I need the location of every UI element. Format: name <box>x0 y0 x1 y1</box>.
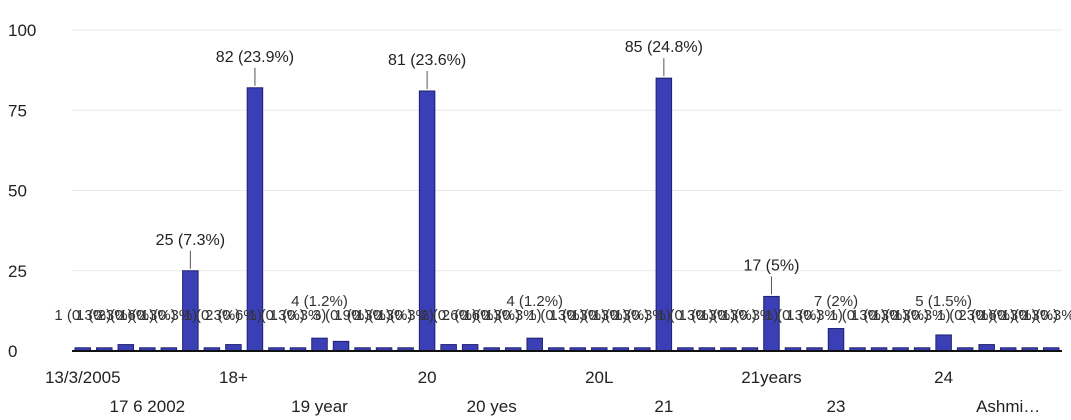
data-label: 2 (0.6%) <box>97 307 154 324</box>
data-label: 1 (0.3%) <box>592 307 649 324</box>
bar <box>526 337 543 352</box>
x-tick-label: 18+ <box>219 368 248 387</box>
data-label: 2 (0.6%) <box>420 307 477 324</box>
data-label: 1 (0.3%) <box>679 307 736 324</box>
data-label: 82 (23.9%) <box>216 49 294 66</box>
y-tick-label: 75 <box>8 101 27 120</box>
data-label: 2 (0.6%) <box>205 307 262 324</box>
data-label: 1 (0.3%) <box>851 307 908 324</box>
data-label: 1 (0.3%) <box>786 307 843 324</box>
data-label: 4 (1.2%) <box>506 293 563 310</box>
data-label: 1 (0.3%) <box>334 307 391 324</box>
data-label: 1 (0.3%) <box>657 307 714 324</box>
data-label: 1 (0.3%) <box>700 307 757 324</box>
data-label: 1 (0.3%) <box>1001 307 1058 324</box>
data-label: 1 (0.3%) <box>356 307 413 324</box>
bar <box>935 334 952 352</box>
data-label: 81 (23.6%) <box>388 52 466 69</box>
x-tick-label: 20L <box>585 368 613 387</box>
data-label: 1 (0.3%) <box>937 307 994 324</box>
data-label: 1 (0.3%) <box>248 307 305 324</box>
x-tick-label: 13/3/2005 <box>45 368 121 387</box>
data-label: 1 (0.3%) <box>894 307 951 324</box>
x-tick-label: Ashmi… <box>976 397 1040 416</box>
data-labels: 1 (0.3%)1 (0.3%)2 (0.6%)1 (0.3%)1 (0.3%)… <box>54 39 1071 324</box>
x-tick-label: 19 year <box>291 397 348 416</box>
data-label: 5 (1.5%) <box>915 293 972 310</box>
data-label: 1 (0.3%) <box>140 307 197 324</box>
data-label: 85 (24.8%) <box>625 39 703 56</box>
x-tick-label: 21 <box>654 397 673 416</box>
y-tick-label: 100 <box>8 21 36 40</box>
data-label: 1 (0.3%) <box>54 307 111 324</box>
data-label: 1 (0.3%) <box>377 307 434 324</box>
x-tick-label: 23 <box>827 397 846 416</box>
x-tick-label: 17 6 2002 <box>110 397 186 416</box>
data-label: 1 (0.3%) <box>614 307 671 324</box>
data-label: 1 (0.3%) <box>184 307 241 324</box>
x-tick-label: 21years <box>741 368 801 387</box>
data-label: 25 (7.3%) <box>156 232 225 249</box>
data-label: 1 (0.3%) <box>549 307 606 324</box>
data-label: 1 (0.3%) <box>765 307 822 324</box>
x-tick-label: 20 <box>418 368 437 387</box>
y-tick-label: 0 <box>8 342 17 361</box>
bars <box>74 77 1060 352</box>
data-label: 1 (0.3%) <box>528 307 585 324</box>
x-tick-label: 24 <box>934 368 953 387</box>
data-label: 4 (1.2%) <box>291 293 348 310</box>
data-label: 2 (0.6%) <box>958 307 1015 324</box>
grid-lines <box>72 29 1062 272</box>
bar <box>827 328 845 352</box>
data-label: 1 (0.3%) <box>829 307 886 324</box>
data-label: 1 (0.3%) <box>485 307 542 324</box>
bar <box>332 340 350 352</box>
bar <box>311 337 328 352</box>
data-label: 1 (0.3%) <box>980 307 1037 324</box>
data-label: 1 (0.3%) <box>119 307 176 324</box>
data-label: 2 (0.6%) <box>442 307 499 324</box>
x-tick-label: 20 yes <box>467 397 517 416</box>
data-label: 3 (0.9%) <box>313 307 370 324</box>
y-tick-label: 50 <box>8 182 27 201</box>
data-label: 1 (0.3%) <box>270 307 327 324</box>
x-axis-tick-labels: 13/3/2005 17 6 2002 18+ 19 year 20 20 yes 20L 2… <box>45 368 1040 416</box>
y-axis-tick-labels: 0 25 50 75 100 <box>8 21 36 361</box>
data-label: 1 (0.3%) <box>1023 307 1071 324</box>
data-label: 1 (0.3%) <box>76 307 133 324</box>
data-label: 17 (5%) <box>743 257 799 274</box>
data-label: 1 (0.3%) <box>571 307 628 324</box>
data-label: 1 (0.3%) <box>872 307 929 324</box>
data-label: 1 (0.3%) <box>722 307 779 324</box>
data-label: 1 (0.3%) <box>463 307 520 324</box>
y-tick-label: 25 <box>8 262 27 281</box>
data-label: 7 (2%) <box>814 293 858 310</box>
